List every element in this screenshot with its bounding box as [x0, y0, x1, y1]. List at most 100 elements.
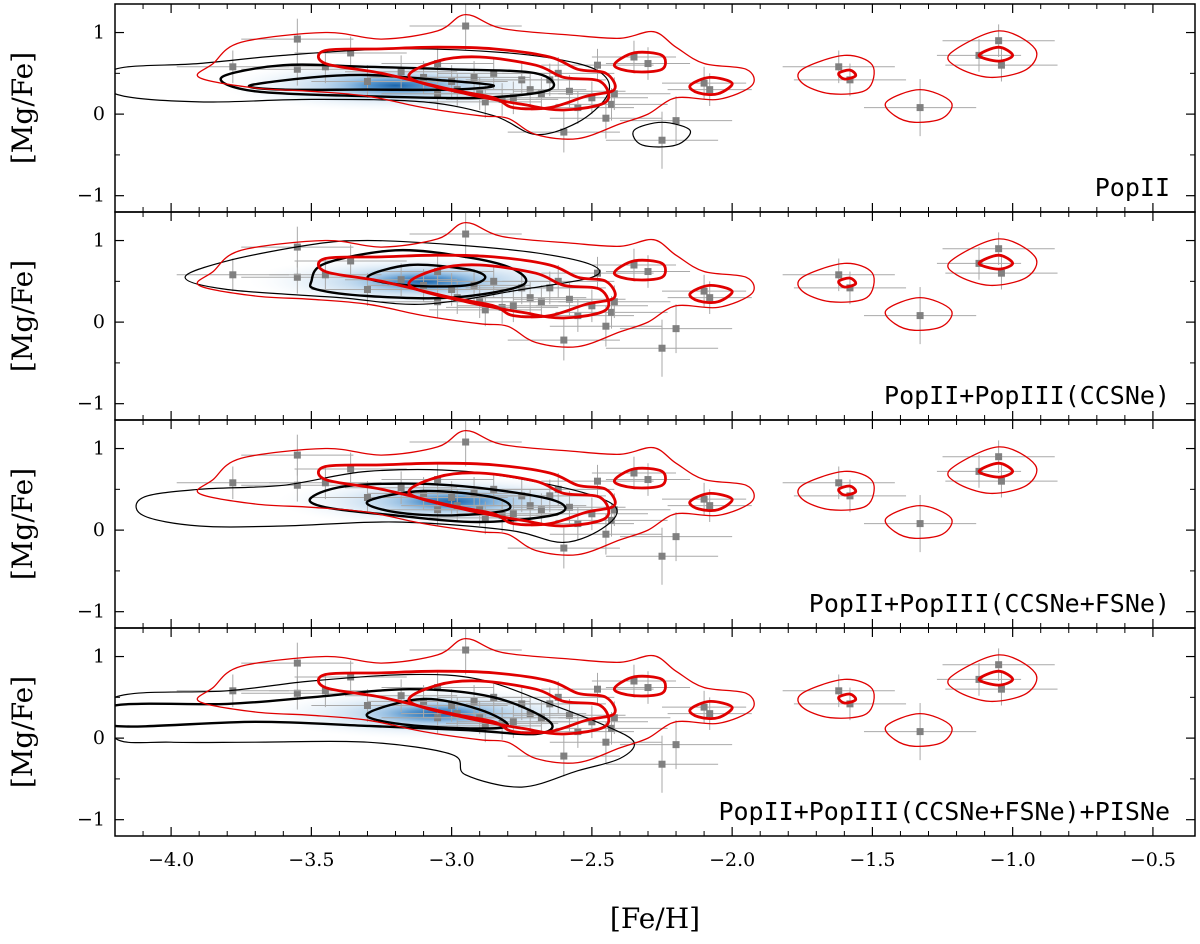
observed-contour-mid-2	[407, 679, 611, 736]
observation-point	[995, 453, 1003, 461]
panel-frame	[114, 627, 1196, 837]
observation-point	[363, 701, 371, 709]
observed-contour-peak-b	[688, 283, 734, 304]
observation-point	[610, 506, 618, 514]
model-contour-mid	[308, 482, 567, 524]
observation-point	[448, 285, 456, 293]
x-axis-title: [Fe/H]	[610, 902, 700, 935]
observation-point	[588, 510, 596, 518]
observation-point	[560, 128, 568, 136]
observation-point	[706, 86, 714, 94]
observation-point	[835, 63, 843, 71]
observation-point	[916, 520, 924, 528]
observation-point	[481, 306, 489, 314]
observation-point	[470, 73, 478, 81]
observed-contour-mid-2	[407, 471, 611, 528]
observation-point	[630, 469, 638, 477]
observation-point	[846, 76, 854, 84]
observed-contour-outer	[196, 637, 755, 764]
observation-point	[610, 298, 618, 306]
observation-point	[293, 65, 301, 73]
model-contour-mid	[308, 248, 528, 300]
observed-contour-mid-1	[316, 669, 617, 735]
observed-contour-iso-3-core	[977, 461, 1015, 479]
observation-point	[602, 530, 610, 538]
observation-point	[526, 294, 534, 302]
observation-point	[498, 303, 506, 311]
observed-contour-iso-1-core	[837, 692, 858, 705]
observation-point	[448, 701, 456, 709]
observation-point	[602, 322, 610, 330]
observation-point	[363, 285, 371, 293]
y-tick-label: 0	[93, 727, 105, 749]
observed-contour-iso-1	[797, 262, 875, 303]
model-contour-inner	[365, 489, 512, 517]
y-tick-label: −1	[77, 601, 105, 623]
observation-point	[916, 312, 924, 320]
y-axis-title: [Mg/Fe]	[6, 676, 39, 788]
x-tick-label: −0.5	[1130, 849, 1176, 871]
observation-point	[593, 477, 601, 485]
panel-label: PopII+PopIII(CCSNe+FSNe)	[809, 589, 1170, 618]
y-tick-label: 1	[93, 230, 105, 252]
observation-point	[706, 294, 714, 302]
observation-point	[588, 94, 596, 102]
observation-point	[554, 69, 562, 77]
observed-contour-iso-3-core	[977, 253, 1015, 271]
y-tick-label: −1	[77, 185, 105, 207]
observation-point	[995, 661, 1003, 669]
observation-point	[462, 22, 470, 30]
plot-area	[115, 4, 1058, 169]
observed-contour-iso-1	[797, 678, 875, 719]
observed-contour-peak-a	[612, 466, 667, 490]
observation-point	[672, 117, 680, 125]
observation-point	[509, 510, 517, 518]
observed-contour-iso-2	[884, 88, 953, 124]
observed-contour-iso-3	[947, 654, 1038, 703]
model-contour-outer	[115, 673, 636, 788]
observation-point	[997, 269, 1005, 277]
observed-contour-outer	[196, 221, 755, 348]
observation-point	[526, 86, 534, 94]
observation-point	[509, 302, 517, 310]
observed-contour-iso-1-core	[837, 68, 858, 81]
model-contour-outer	[115, 48, 611, 136]
observation-point	[526, 502, 534, 510]
observation-point	[630, 53, 638, 61]
observation-point	[608, 100, 616, 108]
observed-contour-peak-a	[612, 674, 667, 698]
observation-point	[672, 325, 680, 333]
observation-point	[293, 689, 301, 697]
observation-point	[397, 276, 405, 284]
observed-contour-iso-2	[884, 712, 953, 748]
observation-point	[293, 273, 301, 281]
observation-point	[593, 269, 601, 277]
observation-point	[700, 287, 708, 295]
observation-point	[846, 284, 854, 292]
observation-point	[706, 710, 714, 718]
observed-contour-outer	[196, 429, 755, 556]
x-tick-label: −1.5	[849, 849, 895, 871]
x-axis: −4.0 −3.5 −3.0 −2.5 −2.0 −1.5 −1.0 −0.5	[148, 849, 1176, 871]
observation-point	[347, 465, 355, 473]
observation-point	[537, 714, 545, 722]
observation-point	[434, 684, 442, 692]
panel-label: PopII+PopIII(CCSNe)	[884, 381, 1170, 410]
observation-point	[481, 514, 489, 522]
observation-point	[347, 49, 355, 57]
observation-point	[397, 692, 405, 700]
observation-point	[434, 268, 442, 276]
observation-point	[229, 271, 237, 279]
observed-contour-mid-2	[407, 55, 611, 112]
observation-point	[997, 685, 1005, 693]
observation-point	[560, 336, 568, 344]
observation-point	[321, 687, 329, 695]
observation-point	[481, 722, 489, 730]
observation-point	[293, 35, 301, 43]
observation-point	[602, 738, 610, 746]
observed-contour-outer	[196, 13, 755, 140]
panel-popii-popiii-ccsne-fsne: PopII+PopIII(CCSNe+FSNe) −1 0 1	[77, 419, 1196, 629]
x-tick-label: −2.0	[709, 849, 755, 871]
observation-point	[470, 697, 478, 705]
